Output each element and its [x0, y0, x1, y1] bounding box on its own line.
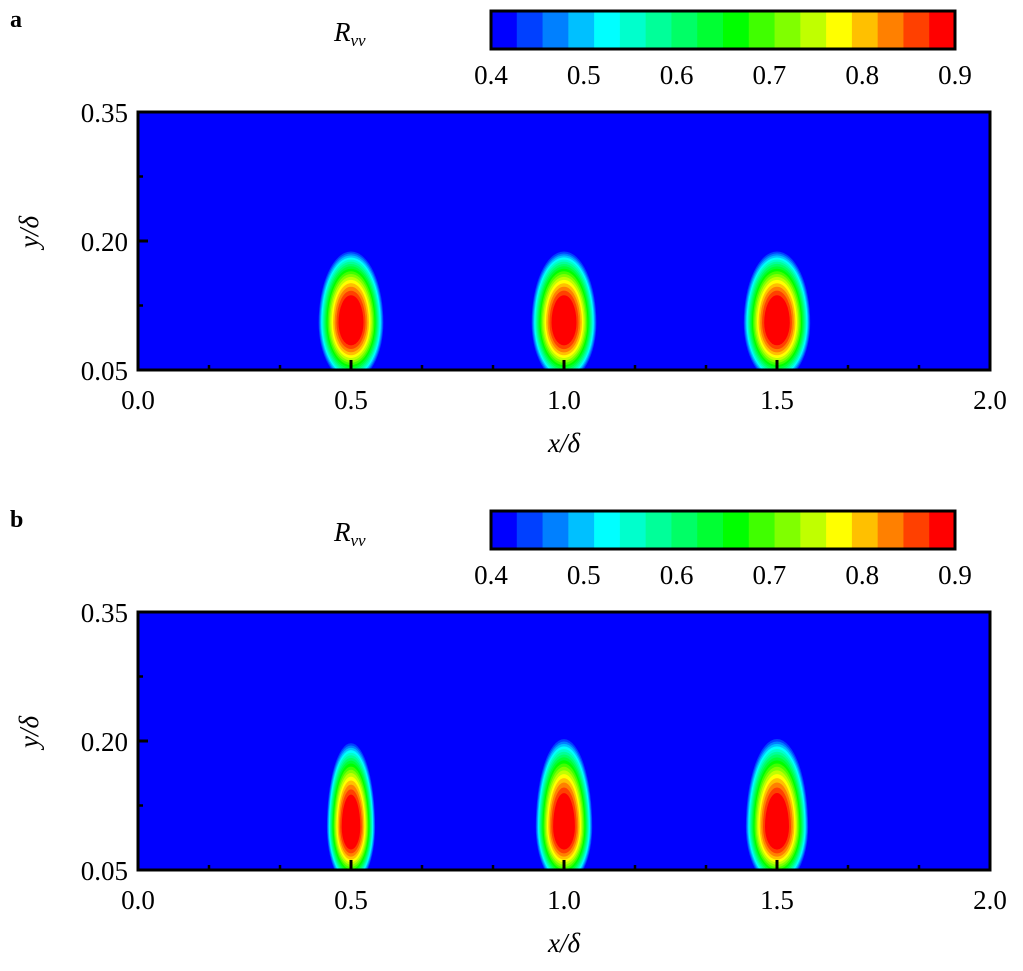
colorbar-swatch: [542, 511, 569, 549]
x-tick-label: 0.5: [334, 885, 368, 915]
x-tick-label: 0.0: [121, 885, 155, 915]
colorbar-tick-label: 0.4: [474, 560, 508, 590]
colorbar-swatch: [671, 511, 698, 549]
colorbar-swatch: [826, 11, 853, 49]
x-tick-label: 1.0: [547, 385, 581, 415]
colorbar-swatch: [903, 511, 930, 549]
colorbar-swatch: [723, 511, 750, 549]
colorbar-swatch: [929, 11, 956, 49]
x-tick-label: 1.5: [760, 385, 794, 415]
colorbar-swatch: [774, 511, 801, 549]
colorbar-title: Rvv: [333, 517, 366, 550]
colorbar-swatch: [877, 11, 905, 49]
colorbar-swatch: [723, 11, 750, 49]
colorbar-swatch: [594, 11, 621, 49]
x-tick-label: 2.0: [973, 385, 1007, 415]
colorbar-tick-label: 0.6: [660, 560, 694, 590]
colorbar-swatch: [851, 511, 879, 549]
colorbar-swatch: [594, 511, 621, 549]
colorbar-swatch: [619, 511, 647, 549]
y-tick-label: 0.05: [81, 856, 128, 886]
panel-label: b: [10, 507, 23, 533]
y-tick-label: 0.20: [81, 727, 128, 757]
contour-field: [138, 112, 990, 370]
colorbar-swatch: [671, 11, 698, 49]
colorbar-title-sub: vv: [351, 31, 367, 50]
colorbar-frame: [489, 509, 957, 551]
colorbar-swatch: [929, 511, 956, 549]
colorbar-title: Rvv: [333, 17, 366, 50]
colorbar-swatch: [568, 11, 595, 49]
colorbar-tick-label: 0.8: [845, 60, 879, 90]
colorbar-tick-label: 0.7: [753, 560, 787, 590]
colorbar-tick-label: 0.4: [474, 60, 508, 90]
contour-level: [764, 295, 790, 346]
contour-field: [138, 612, 990, 870]
y-tick-label: 0.35: [81, 598, 128, 628]
colorbar-swatch: [800, 511, 827, 549]
colorbar-tick-label: 0.5: [567, 560, 601, 590]
colorbar-title-main: R: [333, 17, 351, 47]
colorbar-swatch: [491, 11, 518, 49]
x-tick-label: 2.0: [973, 885, 1007, 915]
contour-level: [338, 295, 364, 346]
colorbar-swatch: [697, 11, 724, 49]
colorbar-title-main: R: [333, 517, 351, 547]
colorbar-swatch: [645, 11, 673, 49]
colorbar-tick-label: 0.8: [845, 560, 879, 590]
colorbar-swatch: [491, 511, 518, 549]
colorbar-swatch: [619, 11, 647, 49]
colorbar-swatch: [748, 511, 776, 549]
y-tick-label: 0.05: [81, 356, 128, 386]
colorbar-tick-label: 0.9: [938, 60, 972, 90]
colorbar-title-sub: vv: [351, 531, 367, 550]
colorbar-tick-label: 0.5: [567, 60, 601, 90]
y-axis-label: y/δ: [14, 216, 44, 251]
colorbar-swatch: [748, 11, 776, 49]
y-tick-label: 0.35: [81, 98, 128, 128]
colorbar-swatch: [645, 511, 673, 549]
colorbar-swatch: [568, 511, 595, 549]
colorbar-swatch: [903, 11, 930, 49]
panel-b: b Rvv 0.4 0.5 0.6 0.7 0.8 0.9 0.0 0.5 1.0 1.5 2.0 0.0…: [10, 507, 1007, 958]
colorbar-swatch: [516, 511, 544, 549]
contour-level: [553, 793, 575, 850]
colorbar-swatch: [516, 11, 544, 49]
y-tick-label: 0.20: [81, 227, 128, 257]
colorbar-tick-label: 0.6: [660, 60, 694, 90]
x-tick-label: 1.0: [547, 885, 581, 915]
colorbar-swatch: [542, 11, 569, 49]
panel-a: a Rvv 0.4 0.5 0.6 0.7 0.8 0.9 0.0 0.5 1.0 1.5 2.0 0.0…: [10, 7, 1007, 458]
x-axis-label: x/δ: [547, 928, 580, 958]
contour-level: [551, 295, 577, 346]
x-tick-label: 0.0: [121, 385, 155, 415]
contour-level: [764, 793, 790, 850]
colorbar-tick-label: 0.7: [753, 60, 787, 90]
x-axis-label: x/δ: [547, 428, 580, 458]
colorbar-swatch: [851, 11, 879, 49]
colorbar-tick-label: 0.9: [938, 560, 972, 590]
panel-label: a: [10, 7, 22, 33]
y-axis-label: y/δ: [14, 716, 44, 751]
colorbar-swatch: [697, 511, 724, 549]
x-tick-label: 1.5: [760, 885, 794, 915]
colorbar-frame: [489, 9, 957, 51]
x-tick-label: 0.5: [334, 385, 368, 415]
colorbar-swatch: [774, 11, 801, 49]
contour-level: [341, 794, 361, 850]
colorbar-swatch: [800, 11, 827, 49]
colorbar-swatch: [826, 511, 853, 549]
colorbar-swatch: [877, 511, 905, 549]
